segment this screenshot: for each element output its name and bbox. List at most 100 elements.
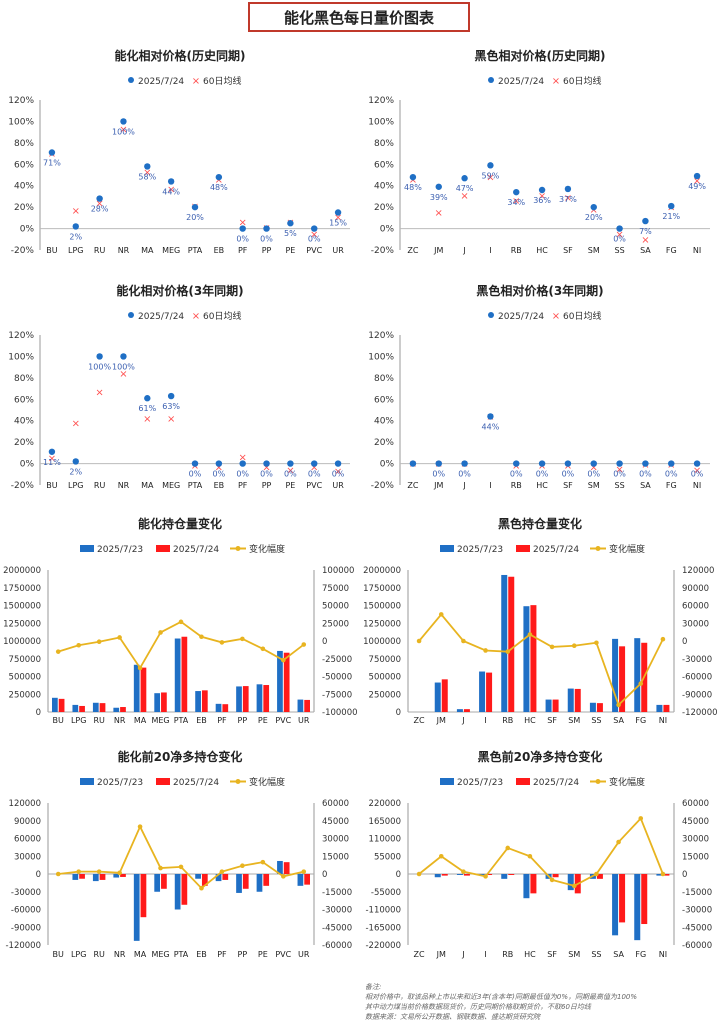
y-tick-label-left: 1500000	[3, 602, 41, 612]
ma60-marker: ×	[72, 418, 80, 429]
data-point	[435, 183, 442, 190]
change-point	[117, 870, 122, 876]
y-tick-label-left: -60000	[11, 906, 41, 916]
y-tick-label-left: 30000	[14, 852, 41, 862]
legend-marker-change-dot	[235, 779, 241, 784]
bar-curr	[663, 874, 670, 876]
ma60-marker: ×	[615, 229, 623, 240]
bar-curr	[530, 605, 537, 712]
change-point	[616, 839, 621, 845]
data-label: 0%	[587, 470, 600, 479]
y-tick-label: 80%	[14, 374, 34, 384]
bar-curr	[463, 709, 470, 712]
x-tick-label: J	[461, 950, 464, 959]
x-tick-label: RB	[511, 481, 522, 490]
x-tick-label: LPG	[71, 716, 86, 725]
legend-marker-prev	[80, 778, 94, 785]
change-line	[418, 612, 664, 707]
chart-title: 黑色前20净多持仓变化	[478, 749, 603, 764]
x-tick-label: SS	[615, 246, 625, 255]
data-label: 0%	[212, 470, 225, 479]
data-label: 7%	[639, 227, 652, 236]
chart-ferrous-top20-net-long: 黑色前20净多持仓变化 2025/7/23 2025/7/24 变化幅度 220000 1…	[365, 749, 712, 959]
bar-curr	[161, 692, 167, 712]
data-label: 0%	[691, 470, 704, 479]
x-tick-label: MEG	[151, 716, 169, 725]
bar-curr	[552, 699, 559, 712]
change-point	[505, 845, 511, 851]
ma60-marker: ×	[167, 414, 175, 425]
x-tick-label: RU	[94, 246, 106, 255]
data-point	[538, 460, 546, 467]
y-tick-label: -20%	[11, 246, 35, 256]
bar-prev	[567, 874, 574, 891]
legend-marker-current	[128, 77, 134, 83]
bar-curr	[283, 652, 290, 712]
y-tick-label: 0%	[20, 460, 35, 470]
bar-prev	[236, 686, 242, 712]
chart-ferrous-open-interest: 黑色持仓量变化 2025/7/23 2025/7/24 变化幅度 2000000 1750…	[363, 516, 717, 725]
x-tick-label: ZC	[407, 246, 418, 255]
y-tick-label: 20%	[374, 203, 394, 213]
y-tick-label-right: -45000	[322, 923, 352, 933]
data-label: 0%	[536, 470, 549, 479]
x-tick-label: BU	[53, 716, 64, 725]
y-tick-label-left: 0	[396, 870, 401, 880]
legend-label: 变化幅度	[249, 543, 285, 555]
bar-curr	[242, 874, 249, 889]
legend-label: 2025/7/23	[457, 545, 503, 555]
bar-curr	[641, 874, 648, 925]
x-tick-label: EB	[196, 716, 207, 725]
y-tick-label-left: 250000	[369, 690, 401, 700]
ma60-marker: ×	[310, 229, 318, 240]
bar-prev	[154, 874, 161, 892]
change-point	[178, 864, 184, 870]
bar-curr	[530, 874, 537, 894]
data-point	[616, 460, 623, 467]
change-point	[96, 869, 102, 874]
y-tick-label-right: 0	[682, 870, 687, 880]
change-point	[240, 863, 245, 869]
x-tick-label: SM	[568, 950, 580, 959]
bar-curr	[201, 874, 208, 886]
data-label: 20%	[186, 213, 204, 222]
change-point	[594, 871, 599, 877]
data-point	[48, 448, 56, 455]
data-point	[461, 175, 468, 182]
change-point	[571, 883, 577, 889]
y-tick-label-left: 2000000	[363, 566, 401, 576]
y-tick-label: -20%	[11, 481, 35, 491]
bar-prev	[612, 874, 619, 936]
bar-prev	[92, 874, 99, 882]
change-point	[549, 644, 555, 650]
x-tick-label: SF	[547, 716, 557, 725]
change-point	[158, 865, 163, 871]
x-tick-label: ZC	[407, 481, 418, 490]
legend-label: 2025/7/24	[533, 778, 579, 788]
y-tick-label: 120%	[8, 331, 34, 341]
legend-label: 60日均线	[563, 310, 601, 322]
change-point	[55, 649, 61, 654]
bar-curr	[161, 874, 167, 889]
data-point	[48, 149, 56, 156]
x-tick-label: PTA	[174, 950, 189, 959]
chart-ferrous-relative-price-history: 黑色相对价格(历史同期)2025/7/24 × 60日均线120%100%80%60…	[368, 48, 710, 256]
x-tick-label: I	[484, 716, 486, 725]
legend-marker-current	[488, 312, 494, 318]
x-tick-label: SM	[588, 481, 600, 490]
legend-label: 2025/7/23	[97, 545, 143, 555]
y-tick-label-right: 60000	[682, 602, 709, 612]
data-label: 0%	[189, 470, 202, 479]
y-tick-label-right: -25000	[322, 655, 352, 665]
y-tick-label: -20%	[371, 246, 395, 256]
x-tick-label: BU	[46, 481, 57, 490]
y-tick-label-right: 15000	[322, 852, 349, 862]
y-tick-label-left: 220000	[369, 799, 401, 809]
x-tick-label: SA	[640, 481, 651, 490]
data-point	[263, 460, 270, 467]
legend-marker-current	[128, 312, 134, 318]
legend-label: 变化幅度	[609, 776, 645, 788]
data-label: 0%	[510, 470, 523, 479]
ma60-marker: ×	[615, 464, 623, 475]
data-label: 71%	[43, 159, 61, 168]
